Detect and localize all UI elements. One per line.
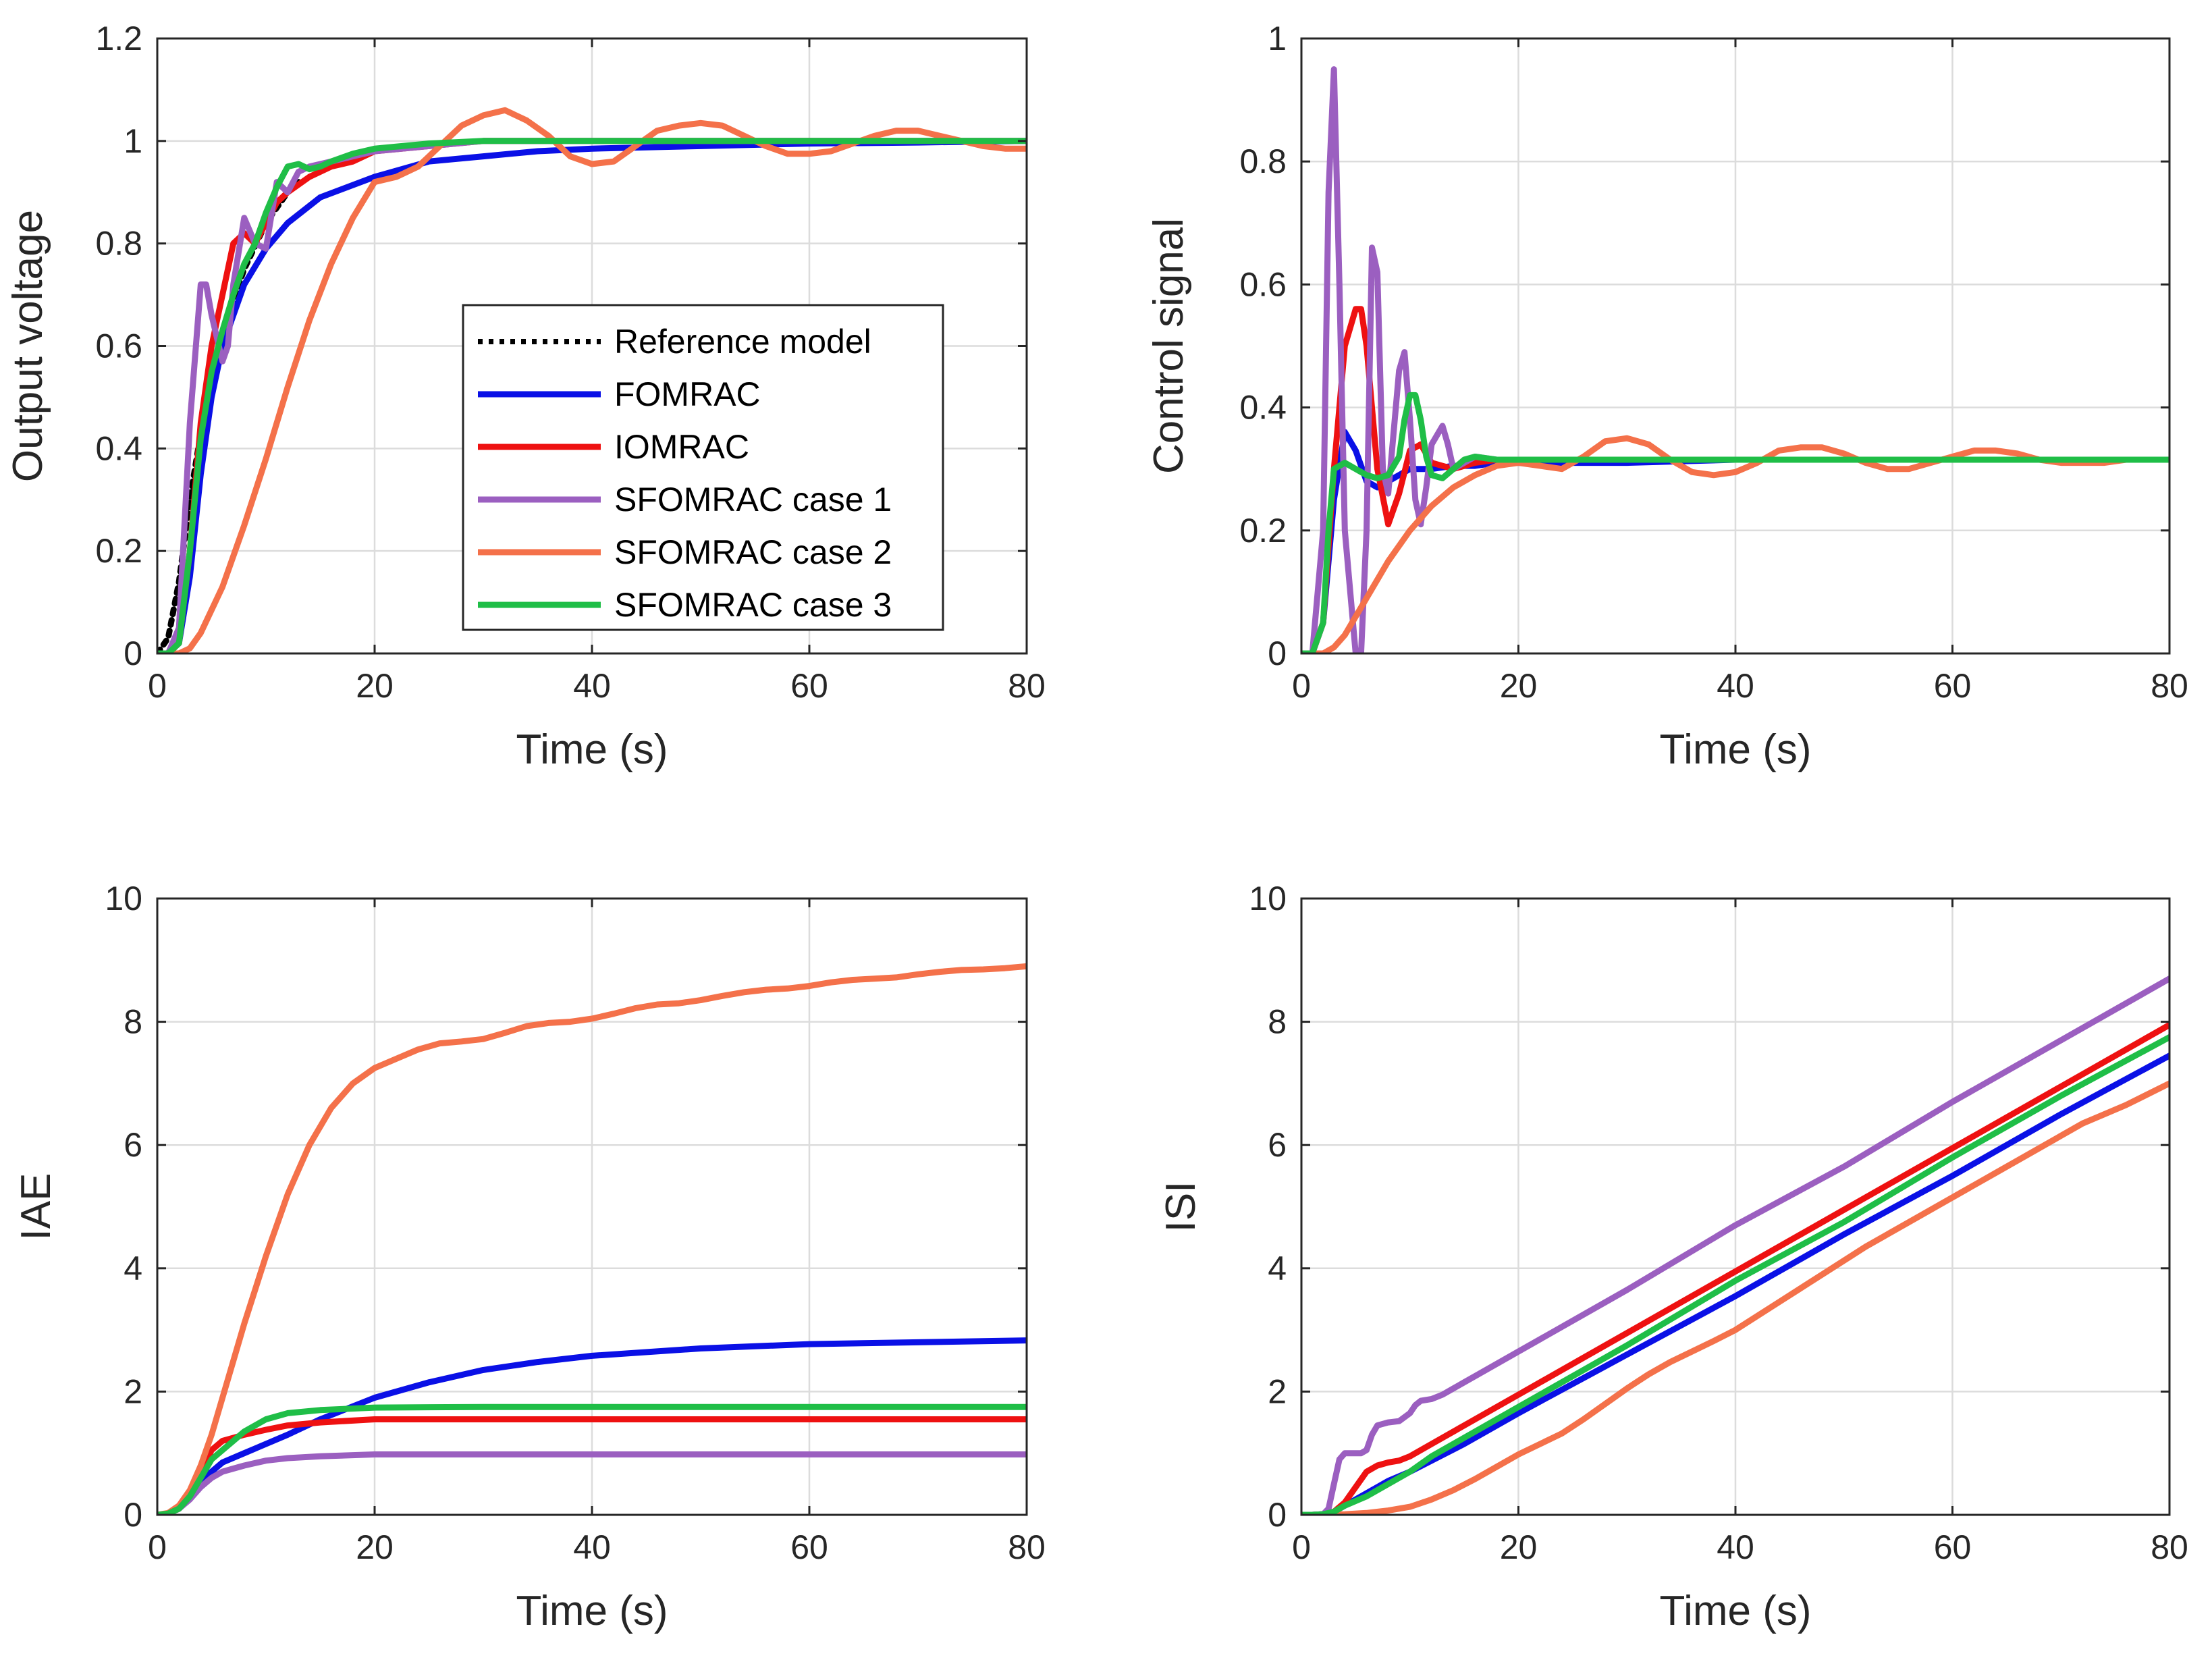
y-tick-label: 0: [1268, 635, 1287, 672]
legend-box: [462, 304, 944, 631]
x-tick-label: 40: [573, 1528, 611, 1566]
x-tick-label: 20: [1500, 1528, 1538, 1566]
x-axis-label: Time (s): [516, 726, 668, 773]
y-axis-label: Output voltage: [5, 210, 51, 482]
y-tick-label: 6: [1268, 1126, 1287, 1164]
x-tick-label: 0: [148, 1528, 167, 1566]
y-tick-label: 0.4: [1239, 389, 1287, 427]
x-tick-label: 60: [790, 667, 828, 705]
series-group: [1301, 66, 2169, 653]
y-axis-label: IAE: [13, 1173, 59, 1241]
y-tick-label: 0.8: [95, 225, 142, 263]
x-tick-label: 20: [356, 1528, 394, 1566]
x-axis-label: Time (s): [1660, 1588, 1812, 1634]
legend: Reference model FOMRAC IOMRAC SFOMRAC case …: [462, 304, 944, 631]
y-tick-label: 0: [124, 1496, 142, 1534]
y-tick-label: 0.4: [95, 429, 142, 467]
y-tick-label: 0.6: [95, 327, 142, 365]
x-tick-label: 0: [1292, 667, 1311, 705]
series-line-sfomrac-case-3: [157, 138, 1027, 653]
chart-panel-4: 0 20 40 60 80 0 2 4 6 8 10 Time (s) ISI: [1158, 880, 2188, 1634]
x-tick-label: 40: [573, 667, 611, 705]
chart-panel-1: 0 20 40 60 80 0 0.2 0.4 0.6 0.8 1 1.2 Time (s) Output…: [5, 20, 1046, 773]
chart-panel-3: 0 20 40 60 80 0 2 4 6 8 10 Time (s) IAE: [13, 880, 1046, 1634]
chart-panel-2: 0 20 40 60 80 0 0.2 0.4 0.6 0.8 1 Time (s) Control s…: [1145, 20, 2188, 773]
y-tick-label: 6: [124, 1126, 142, 1164]
x-tick-label: 80: [2151, 667, 2188, 705]
series-line-fomrac: [1301, 429, 2169, 653]
legend-label-sfomrac-case-3: SFOMRAC case 3: [614, 586, 892, 624]
series-line-sfomrac-case-2: [157, 963, 1027, 1515]
y-tick-label: 4: [1268, 1250, 1287, 1287]
x-tick-label: 20: [1500, 667, 1538, 705]
x-tick-label: 80: [2151, 1528, 2188, 1566]
x-tick-label: 60: [1934, 667, 1972, 705]
x-tick-label: 0: [148, 667, 167, 705]
x-tick-label: 60: [1934, 1528, 1972, 1566]
series-group: [1301, 975, 2169, 1515]
series-line-sfomrac-case-2: [1301, 1080, 2169, 1515]
x-tick-label: 40: [1717, 667, 1754, 705]
y-tick-label: 0: [124, 635, 142, 672]
series-line-sfomrac-case-3: [1301, 392, 2169, 653]
y-axis-label: ISI: [1158, 1181, 1204, 1233]
x-tick-label: 80: [1008, 667, 1046, 705]
series-line-sfomrac-case-1: [1301, 975, 2169, 1515]
series-line-sfomrac-case-2: [1301, 435, 2169, 653]
legend-label-fomrac: FOMRAC: [614, 375, 761, 413]
x-tick-label: 60: [790, 1528, 828, 1566]
x-tick-label: 0: [1292, 1528, 1311, 1566]
y-tick-label: 8: [124, 1003, 142, 1041]
y-tick-label: 2: [124, 1372, 142, 1410]
y-tick-label: 1: [124, 122, 142, 160]
y-tick-label: 10: [1249, 880, 1287, 917]
y-tick-label: 0: [1268, 1496, 1287, 1534]
series-line-sfomrac-case-3: [157, 1403, 1027, 1515]
series-line-sfomrac-case-2: [157, 107, 1027, 653]
y-tick-label: 1.2: [95, 20, 142, 57]
x-axis-label: Time (s): [516, 1588, 668, 1634]
x-tick-label: 40: [1717, 1528, 1754, 1566]
series-group: [157, 963, 1027, 1515]
x-tick-label: 80: [1008, 1528, 1046, 1566]
legend-label-sfomrac-case-1: SFOMRAC case 1: [614, 481, 892, 518]
y-tick-label: 0.8: [1239, 142, 1287, 180]
series-line-sfomrac-case-3: [1301, 1034, 2169, 1515]
y-tick-label: 4: [124, 1250, 142, 1287]
x-axis-label: Time (s): [1660, 726, 1812, 773]
y-tick-label: 1: [1268, 20, 1287, 57]
legend-label-sfomrac-case-2: SFOMRAC case 2: [614, 533, 892, 571]
y-tick-label: 0.2: [95, 532, 142, 570]
x-tick-label: 20: [356, 667, 394, 705]
legend-label-reference-model: Reference model: [614, 323, 871, 360]
y-tick-label: 2: [1268, 1372, 1287, 1410]
y-tick-label: 8: [1268, 1003, 1287, 1041]
series-group: [157, 107, 1027, 653]
y-tick-label: 0.2: [1239, 512, 1287, 549]
legend-label-iomrac: IOMRAC: [614, 428, 749, 466]
y-axis-label: Control signal: [1145, 218, 1192, 474]
y-tick-label: 10: [105, 880, 142, 917]
y-tick-label: 0.6: [1239, 265, 1287, 303]
